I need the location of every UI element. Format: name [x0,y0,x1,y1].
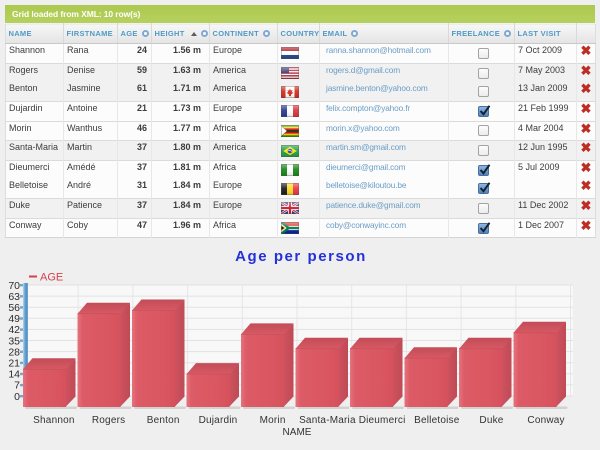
svg-text:42: 42 [8,324,20,336]
svg-text:28: 28 [8,346,20,358]
svg-text:7: 7 [14,380,20,392]
svg-text:Belletoise: Belletoise [414,415,460,426]
svg-text:21: 21 [8,358,20,370]
svg-text:Benton: Benton [147,415,180,426]
svg-text:Shannon: Shannon [33,415,74,426]
svg-text:Morin: Morin [260,415,286,426]
svg-text:49: 49 [8,313,20,325]
svg-text:14: 14 [8,369,20,381]
svg-text:0: 0 [14,391,20,403]
svg-text:Santa-Maria: Santa-Maria [299,415,356,426]
svg-text:Conway: Conway [527,415,564,426]
svg-text:NAME: NAME [283,427,312,438]
svg-text:Dujardin: Dujardin [199,415,238,426]
svg-text:AGE: AGE [40,272,63,284]
svg-text:Age per person: Age per person [235,248,367,265]
svg-text:Dieumerci: Dieumerci [359,415,406,426]
svg-text:70: 70 [8,280,20,292]
svg-text:56: 56 [8,302,20,314]
svg-text:35: 35 [8,335,20,347]
svg-text:Duke: Duke [479,415,503,426]
svg-text:63: 63 [8,291,20,303]
svg-text:Rogers: Rogers [92,415,125,426]
